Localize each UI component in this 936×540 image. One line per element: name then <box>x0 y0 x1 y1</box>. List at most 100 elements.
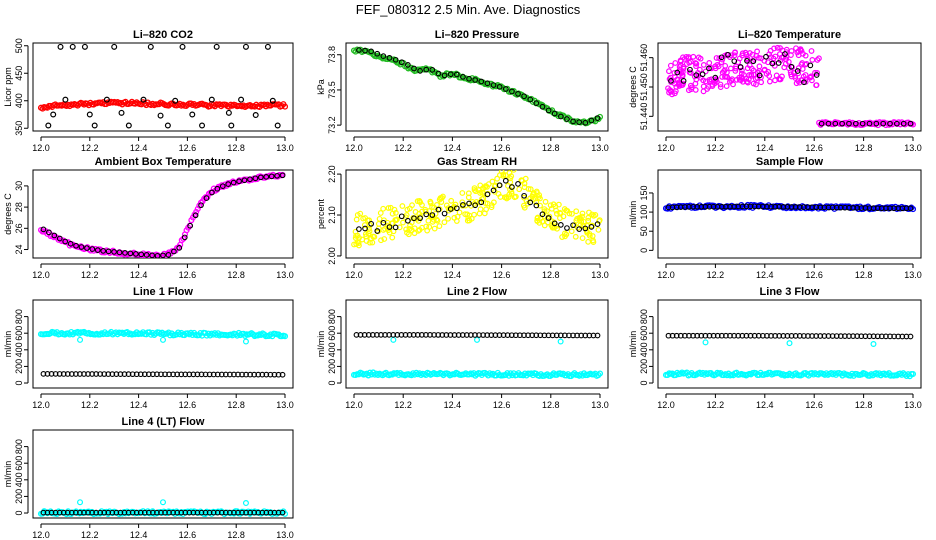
data-point <box>429 204 436 210</box>
x-axis: 12.0 12.2 12.4 12.6 12.8 13.0 <box>657 393 922 410</box>
data-point <box>45 122 52 129</box>
plot-marks <box>350 332 604 380</box>
data-point <box>62 238 69 245</box>
series-1 <box>350 369 604 380</box>
data-point <box>801 79 807 86</box>
data-point <box>573 208 580 215</box>
y-tick-label: 200 <box>14 359 24 374</box>
y-tick-label: 100 <box>639 205 649 220</box>
data-point <box>411 215 417 222</box>
data-point <box>111 249 117 255</box>
data-point <box>690 53 697 60</box>
data-point <box>236 178 242 185</box>
data-point <box>521 194 527 201</box>
data-point <box>731 52 738 59</box>
data-point <box>264 43 271 50</box>
data-point <box>392 56 399 63</box>
data-point <box>171 248 177 255</box>
x-tick-label: 12.4 <box>756 400 774 410</box>
x-tick-label: 12.4 <box>130 270 148 280</box>
y-tick-label: 0 <box>14 511 24 516</box>
chart-title: Line 2 Flow <box>447 286 507 298</box>
data-point <box>187 100 194 107</box>
data-point <box>718 54 725 61</box>
x-tick-label: 13.0 <box>591 400 609 410</box>
data-point <box>149 252 155 258</box>
series-2 <box>665 203 914 212</box>
data-point <box>887 120 893 127</box>
data-point <box>225 181 232 187</box>
data-point <box>405 61 411 68</box>
data-point <box>160 336 167 343</box>
data-point <box>356 242 362 249</box>
data-point <box>777 76 784 83</box>
data-point <box>582 119 589 126</box>
data-point <box>527 96 534 103</box>
chart-panel-1: Li–820 CO2 12.0 12.2 12.4 12.6 12.8 13.0 350 400… <box>3 29 294 153</box>
plot-frame <box>657 169 922 259</box>
data-point <box>160 499 167 506</box>
data-point <box>127 250 134 257</box>
data-point <box>480 185 487 192</box>
data-point <box>371 233 378 240</box>
series-1 <box>37 171 286 258</box>
y-tick-label: 30 <box>14 181 24 191</box>
data-point <box>748 71 755 78</box>
data-point <box>225 109 232 116</box>
x-tick-label: 12.4 <box>756 270 774 280</box>
data-point <box>589 211 596 218</box>
data-point <box>356 47 362 53</box>
data-point <box>570 222 576 229</box>
data-point <box>766 73 773 79</box>
y-axis-label: percent <box>316 198 326 229</box>
chart-title: Li–820 Temperature <box>738 29 841 41</box>
data-point <box>390 336 397 343</box>
data-point <box>688 86 695 93</box>
data-point <box>471 185 478 192</box>
data-point <box>100 247 107 254</box>
data-point <box>695 54 702 61</box>
series-3 <box>353 332 601 339</box>
series-1 <box>662 369 917 380</box>
data-point <box>723 83 730 90</box>
data-point <box>788 63 795 70</box>
y-tick-label: 400 <box>639 342 649 357</box>
data-point <box>389 210 396 217</box>
data-point <box>274 172 280 179</box>
data-point <box>172 97 179 104</box>
data-point <box>362 215 369 221</box>
data-point <box>706 65 712 72</box>
y-tick-label: 73.8 <box>327 46 337 64</box>
x-tick-label: 12.4 <box>130 143 148 153</box>
x-tick-label: 12.6 <box>179 270 197 280</box>
data-point <box>665 85 671 92</box>
data-point <box>745 76 752 83</box>
y-axis-label: kPa <box>316 79 326 95</box>
data-point <box>508 190 515 197</box>
y-tick-label: 0 <box>639 248 649 253</box>
data-point <box>252 112 259 119</box>
data-point <box>753 52 760 59</box>
data-point <box>715 63 722 70</box>
data-point <box>795 52 802 59</box>
data-point <box>533 202 540 209</box>
data-point <box>907 333 914 340</box>
x-tick-label: 13.0 <box>591 270 609 280</box>
y-tick-label: 73.5 <box>327 81 337 99</box>
data-point <box>900 120 907 127</box>
y-tick-label: 400 <box>327 342 337 357</box>
chart-title: Li–820 CO2 <box>133 29 193 41</box>
data-point <box>743 51 750 58</box>
data-point <box>466 200 472 207</box>
data-point <box>94 247 101 253</box>
data-point <box>366 228 373 235</box>
data-point <box>86 111 93 118</box>
data-point <box>825 120 832 127</box>
data-point <box>423 223 430 230</box>
y-tick-label: 28 <box>14 202 24 212</box>
data-point <box>403 226 410 233</box>
chart-title: Line 1 Flow <box>133 286 193 298</box>
data-point <box>503 194 510 200</box>
data-point <box>509 184 515 190</box>
